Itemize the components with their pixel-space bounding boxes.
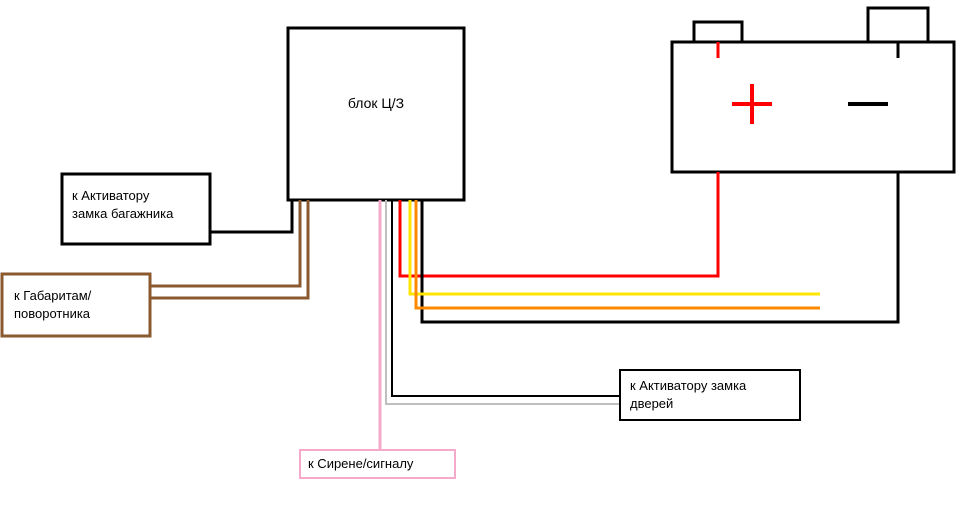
svg-text:блок Ц/З: блок Ц/З	[348, 95, 404, 111]
wiring-diagram: блок Ц/З к Активатору замка багажника к Габ…	[0, 0, 975, 514]
cz-block	[288, 28, 464, 200]
battery-terminal-negative	[868, 8, 928, 42]
svg-text:дверей: дверей	[630, 396, 673, 411]
battery-body	[672, 42, 954, 172]
battery-terminal-positive	[694, 22, 742, 42]
svg-text:к Активатору: к Активатору	[72, 188, 150, 203]
svg-text:замка багажника: замка багажника	[72, 206, 174, 221]
parking-lights-label-box	[2, 274, 150, 336]
svg-text:к Габаритам/: к Габаритам/	[14, 288, 92, 303]
svg-text:к Сирене/сигналу: к Сирене/сигналу	[308, 456, 414, 471]
svg-text:к Активатору замка: к Активатору замка	[630, 378, 747, 393]
svg-text:поворотника: поворотника	[14, 306, 91, 321]
